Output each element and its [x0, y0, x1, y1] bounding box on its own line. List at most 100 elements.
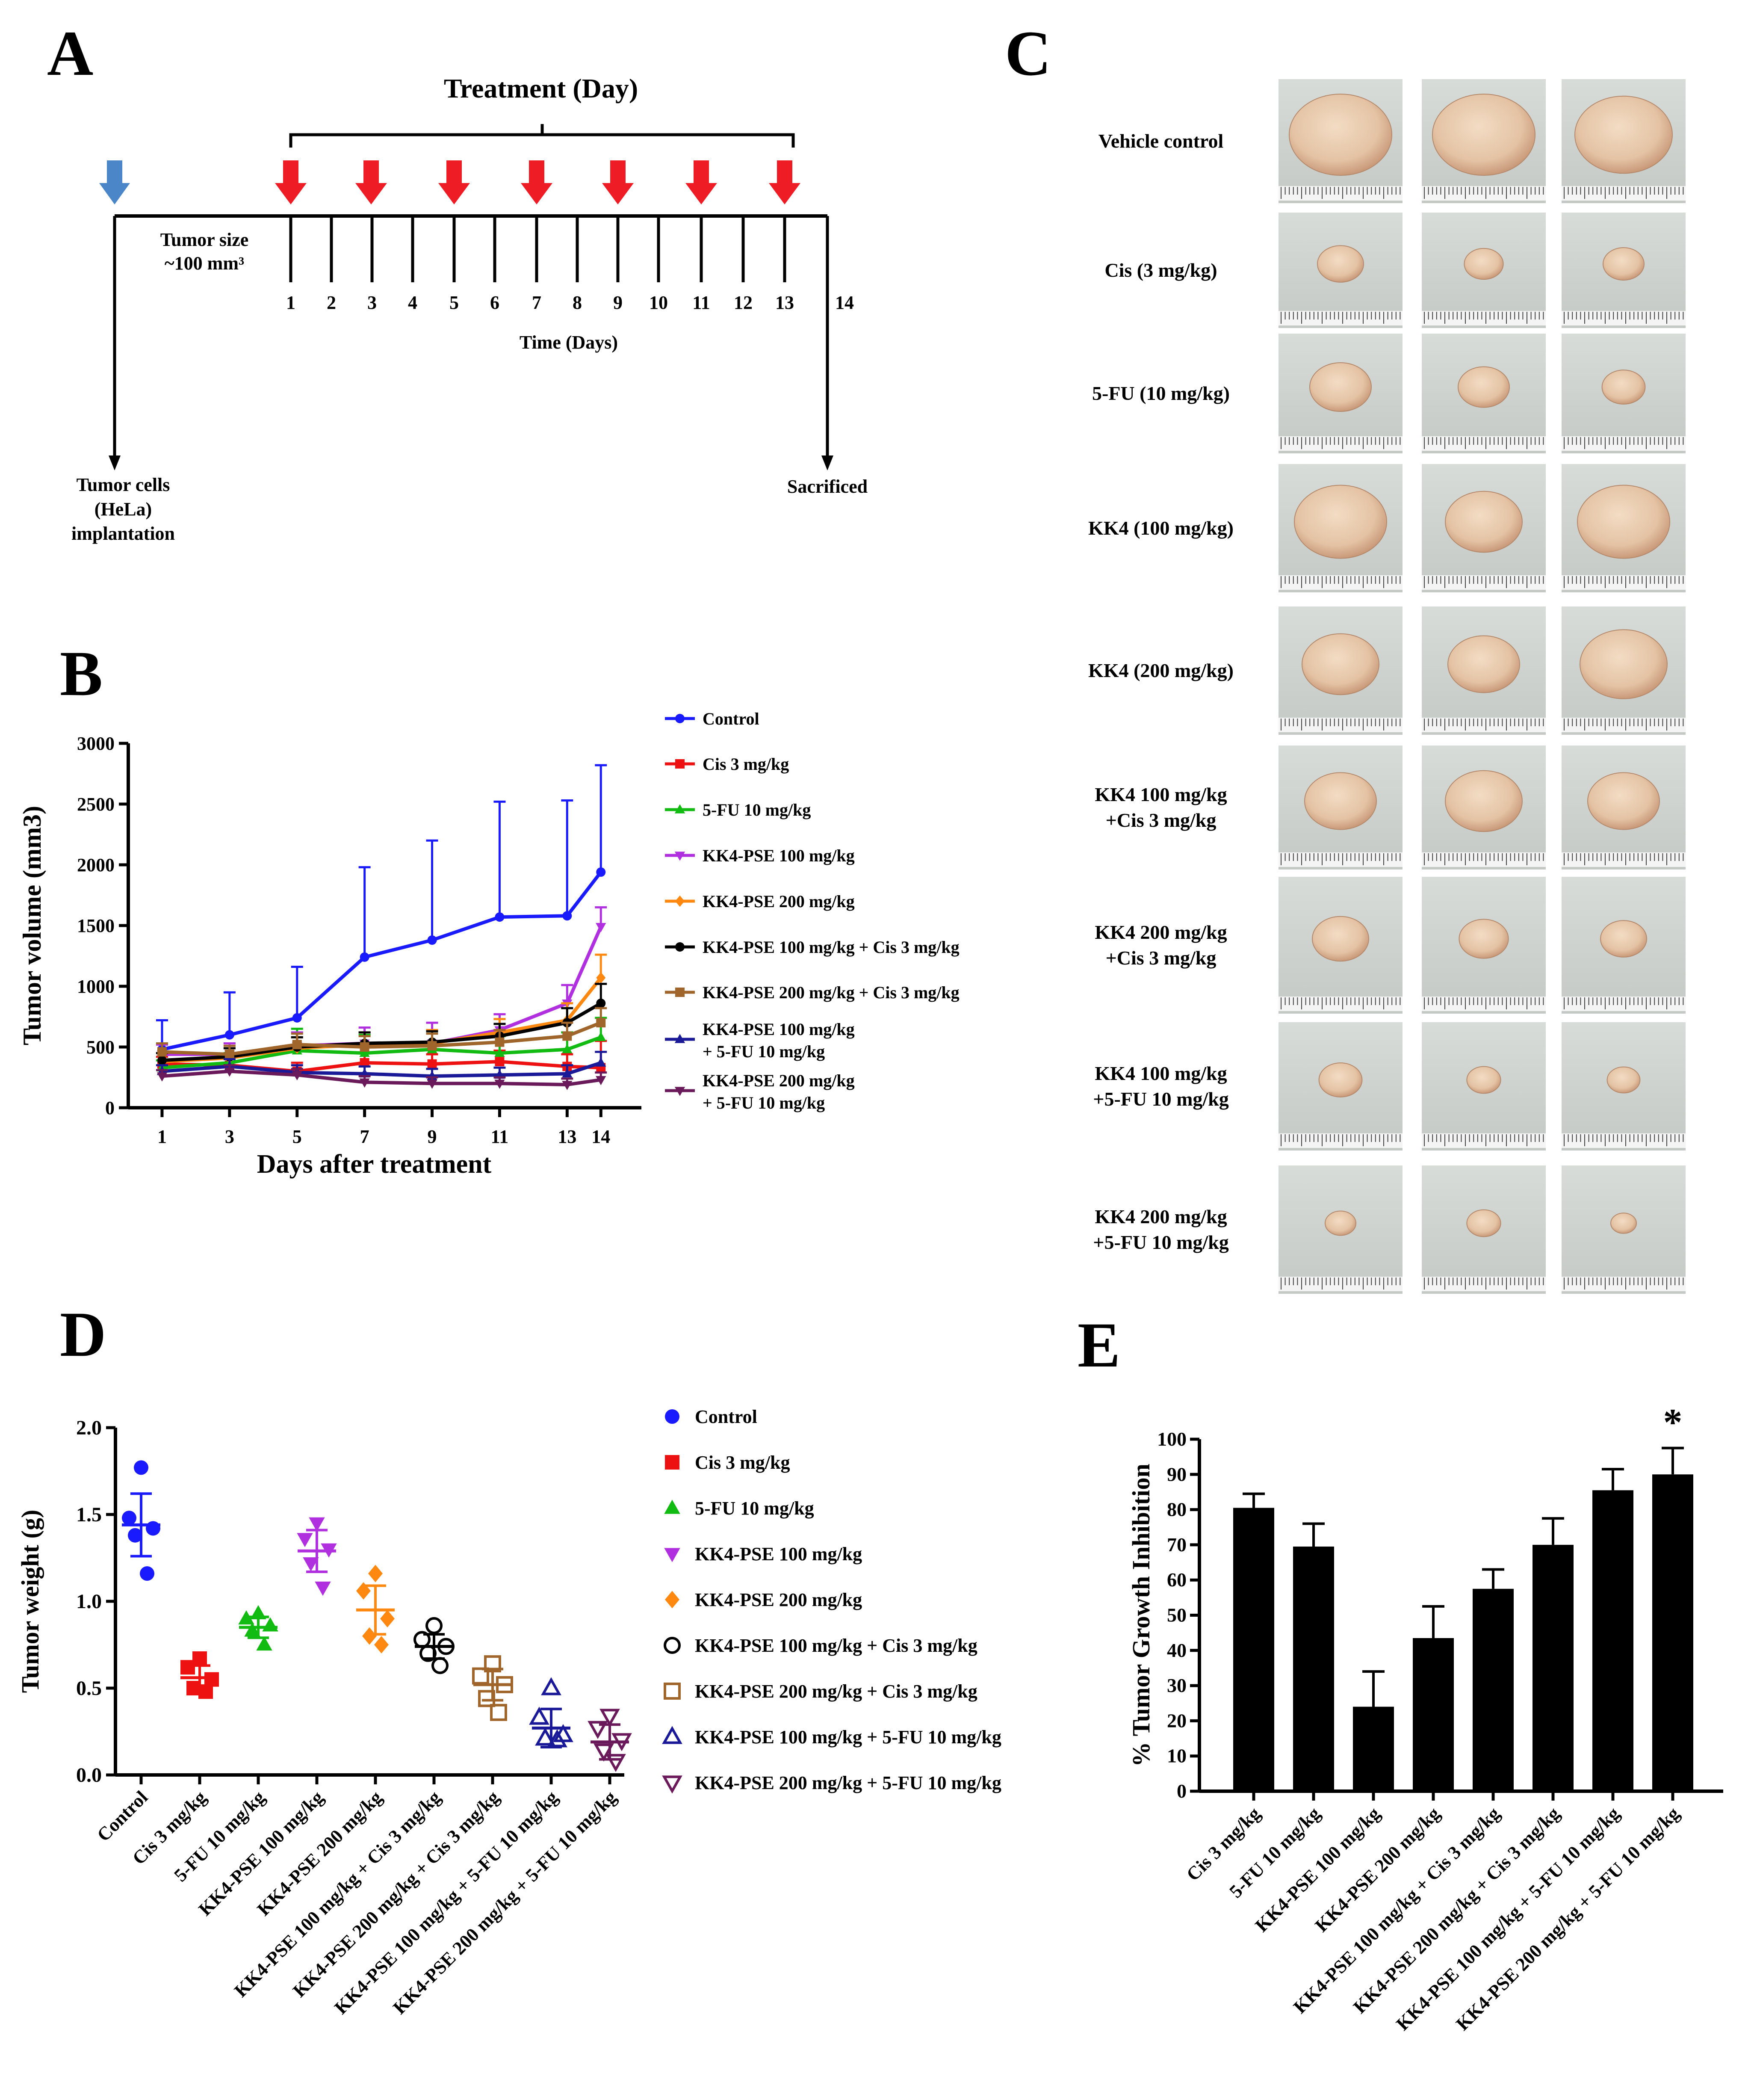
- data-point: [495, 1057, 505, 1067]
- tumor-specimen: [1464, 248, 1504, 280]
- tumor-specimen: [1312, 916, 1369, 962]
- ruler-strip: [1279, 852, 1403, 867]
- y-tick-label: 0.5: [76, 1677, 102, 1700]
- legend-marker: [664, 1500, 680, 1514]
- treatment-bracket: [289, 124, 795, 148]
- treatment-arrow-shaft: [363, 160, 379, 184]
- time-days-label: Time (Days): [520, 332, 618, 353]
- data-point: [596, 923, 606, 932]
- group-1: [180, 1651, 219, 1699]
- group-0: [122, 1460, 160, 1581]
- data-point: [368, 1565, 383, 1582]
- data-point: [303, 1557, 319, 1572]
- tumor-specimen: [1318, 1062, 1363, 1097]
- tumor-photo: [1279, 79, 1403, 203]
- legend-marker: [662, 1775, 682, 1794]
- legend-item: KK4-PSE 100 mg/kg + 5-FU 10 mg/kg: [662, 1726, 1001, 1748]
- tumor-specimen: [1600, 920, 1647, 958]
- bar-group: [1592, 1467, 1633, 1791]
- y-tick-label: 90: [1167, 1463, 1187, 1485]
- legend-label: Control: [695, 1406, 757, 1427]
- group-6: [472, 1655, 513, 1721]
- legend-label: 5-FU 10 mg/kg: [703, 800, 811, 819]
- tumor-specimen: [1447, 635, 1520, 693]
- tumor-photo: [1422, 464, 1546, 592]
- tumor-specimen: [1466, 1209, 1501, 1237]
- data-point: [134, 1460, 148, 1475]
- y-tick-label: 500: [86, 1037, 115, 1058]
- tumor-photo-grid: Vehicle control Cis (3 mg/kg) 5-FU (10 mg/…: [1088, 79, 1686, 1294]
- data-point: [494, 1080, 505, 1089]
- y-axis-title: Tumor volume (mm3): [18, 806, 46, 1045]
- y-tick-label: 2.0: [76, 1417, 102, 1439]
- tumor-photo: [1562, 464, 1686, 592]
- tumor-photo: [1562, 79, 1686, 203]
- data-point: [562, 1031, 572, 1041]
- group-5: [413, 1617, 455, 1674]
- data-point: [431, 1657, 449, 1674]
- row-label: Vehicle control: [1098, 130, 1224, 152]
- photo-row: Vehicle control: [1098, 79, 1686, 203]
- treatment-arrows: [275, 160, 800, 204]
- ruler-strip: [1279, 186, 1403, 201]
- series-line: [162, 1002, 602, 1062]
- legend-marker: [675, 759, 685, 769]
- photo-row: KK4 200 mg/kg +5-FU 10 mg/kg: [1093, 1165, 1686, 1294]
- bar: [1592, 1490, 1633, 1791]
- sacrificed-label: Sacrificed: [787, 476, 868, 497]
- ruler-strip: [1279, 997, 1403, 1011]
- legend-item: KK4-PSE 100 mg/kg: [665, 846, 855, 865]
- data-point: [244, 1622, 260, 1637]
- bar: [1413, 1638, 1454, 1791]
- row-label: +5-FU 10 mg/kg: [1093, 1088, 1229, 1110]
- y-tick-label: 2500: [77, 794, 115, 815]
- tumor-specimen: [1580, 629, 1668, 699]
- legend-item: Control: [665, 1406, 757, 1427]
- tumor-specimen: [1577, 485, 1670, 559]
- y-tick-label: 3000: [77, 733, 115, 754]
- y-tick-label: 0.0: [76, 1764, 102, 1786]
- group-2: [238, 1605, 278, 1651]
- data-point: [359, 1078, 370, 1088]
- y-tick-label: 0: [1177, 1780, 1187, 1802]
- data-point: [494, 1047, 505, 1057]
- legend-item: 5-FU 10 mg/kg: [664, 1498, 814, 1519]
- y-tick-label: 1500: [77, 915, 115, 936]
- treatment-arrow-shaft: [446, 160, 462, 184]
- legend-label: Cis 3 mg/kg: [695, 1452, 790, 1473]
- legend-item: Control: [665, 709, 759, 728]
- tumor-photo: [1279, 334, 1403, 453]
- tumor-specimen: [1317, 245, 1364, 283]
- panel-label-c: C: [1005, 18, 1051, 89]
- implant-label-line1: Tumor cells: [77, 474, 170, 495]
- data-point: [224, 1050, 234, 1059]
- ruler-strip: [1422, 436, 1546, 451]
- treatment-arrow-icon: [602, 160, 634, 204]
- panel-label-b: B: [60, 638, 103, 709]
- tumor-size-value: ~100 mm³: [165, 253, 244, 274]
- y-tick-label: 70: [1167, 1534, 1187, 1556]
- legend-label: + 5-FU 10 mg/kg: [703, 1042, 825, 1061]
- data-point: [562, 1068, 573, 1078]
- data-point: [596, 867, 606, 877]
- tumor-specimen: [1458, 366, 1510, 408]
- data-point: [360, 1042, 369, 1052]
- data-point: [204, 1672, 219, 1687]
- legend-item: KK4-PSE 200 mg/kg + 5-FU 10 mg/kg: [662, 1772, 1001, 1794]
- treatment-arrow-icon: [769, 160, 800, 204]
- legend-marker: [674, 1087, 685, 1096]
- treatment-arrow-shaft: [283, 160, 298, 184]
- legend-marker: [675, 988, 685, 997]
- y-tick-label: 100: [1157, 1428, 1187, 1450]
- legend-label: KK4-PSE 200 mg/kg: [695, 1589, 862, 1610]
- data-point: [292, 1040, 302, 1050]
- data-point: [599, 1709, 620, 1727]
- tumor-photo: [1279, 606, 1403, 735]
- x-tick-label: KK4-PSE 100 mg/kg + Cis 3 mg/kg: [230, 1786, 445, 2001]
- row-label: KK4 100 mg/kg: [1095, 784, 1227, 805]
- data-point: [128, 1528, 142, 1543]
- data-point: [529, 1707, 549, 1725]
- legend-item: KK4-PSE 200 mg/kg + Cis 3 mg/kg: [665, 983, 960, 1002]
- day-tick-label: 5: [449, 292, 459, 313]
